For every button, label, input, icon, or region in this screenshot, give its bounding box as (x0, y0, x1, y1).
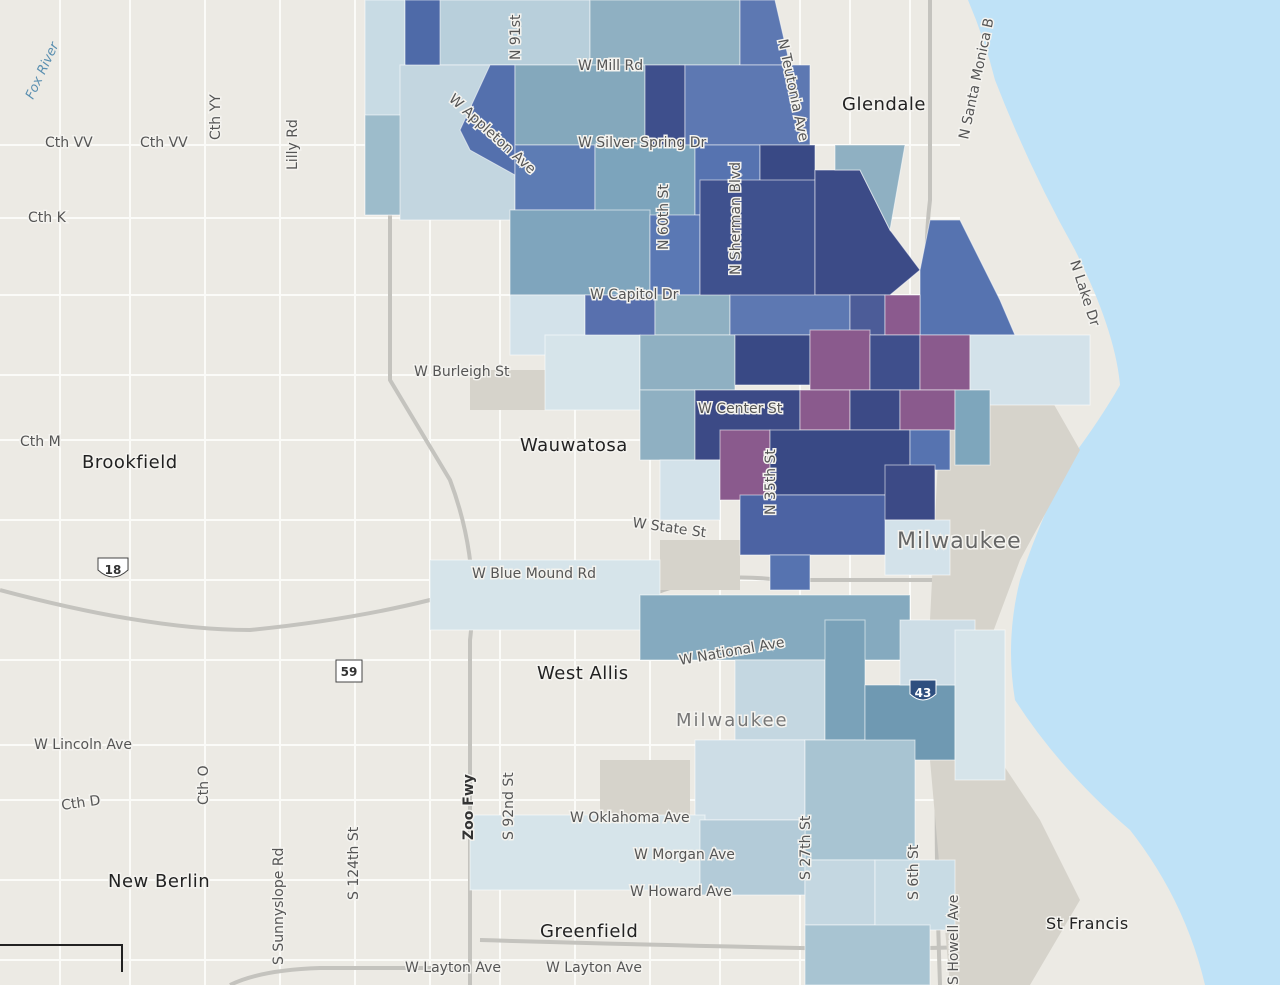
road-label: Cth VV (140, 135, 188, 151)
place-label: Brookfield (82, 452, 178, 473)
road-label: W Mill Rd (578, 58, 643, 74)
road-label: Cth K (28, 210, 67, 226)
place-label: Milwaukee (897, 529, 1022, 554)
road-label: Cth O (196, 765, 212, 805)
road-label: Lilly Rd (285, 119, 301, 170)
shield-label: 59 (341, 665, 358, 679)
road-label: Cth YY (208, 94, 224, 140)
road-label: S Sunnyslope Rd (271, 848, 287, 965)
shield-label: 43 (915, 686, 932, 700)
road-label: W Silver Spring Dr (578, 135, 706, 151)
road-label: S Howell Ave (946, 895, 962, 985)
route-shields (97, 557, 937, 701)
road-label: W Center St (698, 401, 783, 417)
road-label: S 92nd St (501, 772, 517, 840)
road-label: S 6th St (906, 844, 922, 900)
road-label: W Burleigh St (414, 364, 510, 380)
road-label: N 35th St (763, 449, 779, 515)
place-label: New Berlin (108, 871, 210, 892)
road-label: N 91st (508, 14, 524, 60)
road-label: W Blue Mound Rd (472, 566, 596, 582)
road-label: W Lincoln Ave (34, 737, 132, 753)
place-label: West Allis (537, 663, 629, 684)
choropleth (364, 0, 1091, 985)
road-label: Cth VV (45, 135, 93, 151)
shield-label: 18 (105, 563, 122, 577)
road-label: W Oklahoma Ave (570, 810, 690, 826)
road-label: Zoo Fwy (461, 774, 477, 840)
place-label: Wauwatosa (520, 435, 628, 456)
scale-bar (0, 944, 123, 972)
road-label: W Capitol Dr (590, 287, 679, 303)
road-label: S 124th St (346, 826, 362, 900)
road-label: N 60th St (656, 184, 672, 250)
road-label: W Layton Ave (546, 960, 642, 976)
road-label: N Sherman Blvd (728, 162, 744, 275)
lake-michigan (968, 0, 1280, 985)
place-label: Greenfield (540, 921, 638, 942)
road-label: W Morgan Ave (634, 847, 735, 863)
road-label: S 27th St (798, 815, 814, 880)
place-label: Glendale (842, 94, 926, 115)
road-label: W Layton Ave (405, 960, 501, 976)
road-label: W Howard Ave (630, 884, 732, 900)
place-label: St Francis (1046, 914, 1129, 933)
road-label: Cth M (20, 434, 61, 450)
place-label: Milwaukee (676, 710, 789, 731)
